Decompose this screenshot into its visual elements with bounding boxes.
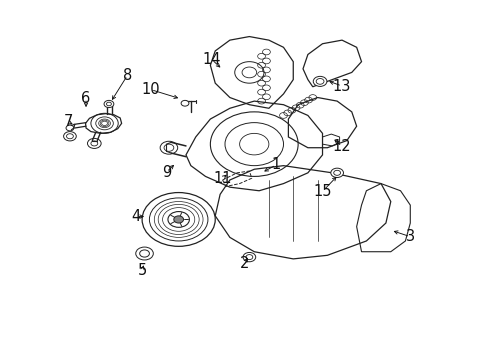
Text: 2: 2 <box>239 256 249 271</box>
Text: 14: 14 <box>202 52 221 67</box>
Circle shape <box>181 100 188 106</box>
Circle shape <box>330 168 343 177</box>
Text: 3: 3 <box>405 229 414 244</box>
Text: 5: 5 <box>137 263 146 278</box>
Circle shape <box>104 100 114 108</box>
Circle shape <box>63 132 76 141</box>
Text: 10: 10 <box>142 82 160 97</box>
Text: 15: 15 <box>313 184 331 199</box>
Circle shape <box>136 247 153 260</box>
Circle shape <box>243 252 255 262</box>
Circle shape <box>313 76 326 86</box>
Text: 9: 9 <box>162 165 171 180</box>
Text: 8: 8 <box>122 68 132 83</box>
Text: 1: 1 <box>271 157 280 172</box>
Text: 6: 6 <box>81 91 90 106</box>
Text: 11: 11 <box>213 171 231 186</box>
Text: 13: 13 <box>332 78 350 94</box>
Text: 7: 7 <box>63 114 73 129</box>
Text: 12: 12 <box>332 139 350 154</box>
Circle shape <box>173 216 183 223</box>
Text: 4: 4 <box>131 209 141 224</box>
